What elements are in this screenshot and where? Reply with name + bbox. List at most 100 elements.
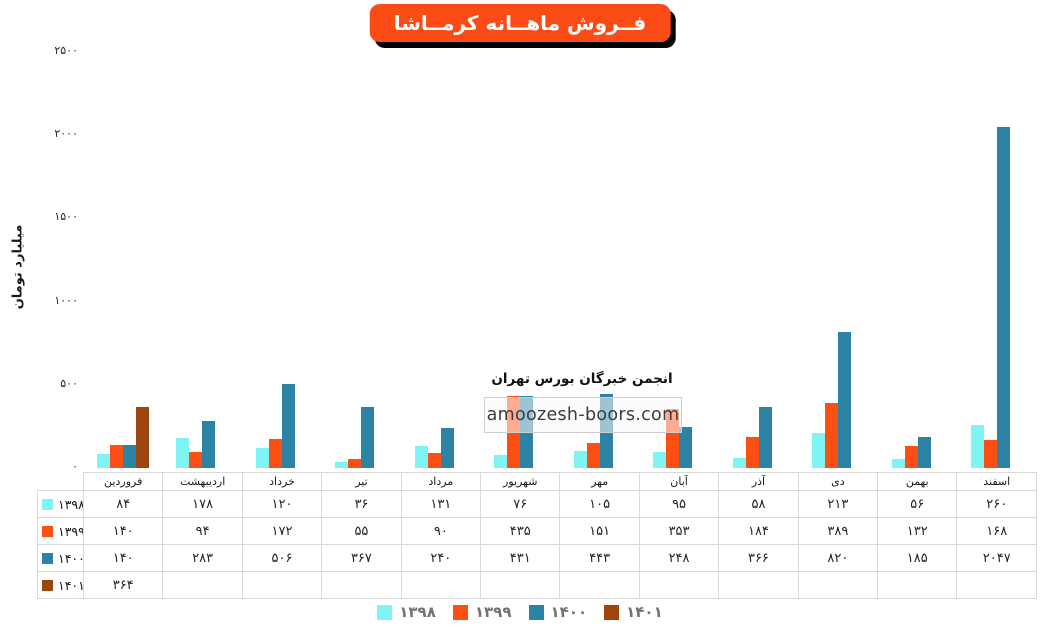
watermark-website-box: amoozesh-boors.com [484, 397, 682, 433]
value-cell-۱۴۰۰-تیر: ۳۶۷ [321, 544, 402, 572]
month-header-اسفند: اسفند [956, 472, 1037, 491]
value-cell-۱۳۹۹-دی: ۳۸۹ [797, 517, 879, 545]
value-cell-۱۳۹۹-تیر: ۵۵ [321, 517, 402, 545]
legend-label: ۱۳۹۸ [399, 603, 436, 621]
value-cell-۱۴۰۱-تیر [321, 571, 402, 599]
chart-title: فــروش ماهــانه کرمــاشا [393, 11, 647, 35]
bar-۱۳۹۸-اسفند [971, 424, 985, 468]
value-cell-۱۴۰۱-خرداد [241, 571, 323, 599]
value-cell-۱۳۹۹-اسفند: ۱۶۸ [956, 517, 1037, 545]
year-label-cell-۱۳۹۸: ۱۳۹۸ [37, 490, 84, 518]
value-cell-۱۳۹۸-خرداد: ۱۲۰ [241, 490, 323, 518]
bar-۱۴۰۰-اردیبهشت [202, 420, 216, 468]
bar-۱۳۹۹-بهمن [904, 446, 918, 468]
value-cell-۱۳۹۸-فروردین: ۸۴ [82, 490, 164, 518]
value-cell-۱۴۰۱-بهمن [877, 571, 958, 599]
bar-۱۴۰۰-مرداد [440, 428, 454, 468]
bar-۱۳۹۸-بهمن [891, 458, 905, 468]
value-cell-۱۴۰۰-فروردین: ۱۴۰ [82, 544, 164, 572]
bar-۱۴۰۰-خرداد [281, 383, 295, 468]
value-cell-۱۴۰۰-اسفند: ۲۰۴۷ [956, 544, 1037, 572]
bar-۱۳۹۹-مرداد [427, 453, 441, 468]
value-cell-۱۳۹۸-دی: ۲۱۳ [797, 490, 879, 518]
value-cell-۱۴۰۱-اردیبهشت [162, 571, 243, 599]
y-tick-label: ۱۰۰۰ [54, 293, 78, 307]
bar-۱۳۹۸-مرداد [414, 446, 428, 468]
value-cell-۱۴۰۰-خرداد: ۵۰۶ [241, 544, 323, 572]
value-cell-۱۴۰۰-مرداد: ۲۴۰ [400, 544, 482, 572]
bar-۱۳۹۸-تیر [335, 462, 349, 468]
value-cell-۱۴۰۱-دی [797, 571, 879, 599]
value-cell-۱۳۹۸-مرداد: ۱۳۱ [400, 490, 482, 518]
value-cell-۱۳۹۸-اسفند: ۲۶۰ [956, 490, 1037, 518]
bar-۱۳۹۹-اردیبهشت [189, 452, 203, 468]
value-cell-۱۴۰۱-مرداد [400, 571, 482, 599]
year-label: ۱۴۰۰ [58, 550, 84, 566]
value-cell-۱۳۹۹-مرداد: ۹۰ [400, 517, 482, 545]
legend-item-۱۳۹۹: ۱۳۹۹ [452, 603, 512, 621]
watermark-association-text: انجمن خبرگان بورس تهران [491, 371, 673, 387]
bar-۱۳۹۹-آذر [745, 437, 759, 468]
bar-۱۳۹۹-دی [825, 403, 839, 468]
value-cell-۱۴۰۱-شهریور [480, 571, 561, 599]
value-cell-۱۳۹۸-مهر: ۱۰۵ [559, 490, 640, 518]
value-cell-۱۴۰۰-مهر: ۴۴۳ [559, 544, 640, 572]
legend-item-۱۴۰۱: ۱۴۰۱ [604, 603, 663, 621]
value-cell-۱۴۰۱-آبان [638, 571, 720, 599]
chart-legend: ۱۳۹۸ ۱۳۹۹ ۱۴۰۰ ۱۴۰۱ [0, 603, 1040, 621]
plot-area [83, 52, 1037, 468]
bar-۱۴۰۰-آبان [679, 426, 693, 468]
month-header-اردیبهشت: اردیبهشت [162, 472, 243, 491]
value-cell-۱۴۰۱-فروردین: ۳۶۴ [82, 571, 164, 599]
value-cell-۱۴۰۱-اسفند [956, 571, 1037, 599]
y-tick-label: ۲۵۰۰ [54, 44, 78, 57]
y-axis-title: میلیارد تومان [10, 224, 26, 310]
bar-۱۳۹۹-تیر [348, 458, 362, 468]
legend-swatch-icon [377, 604, 393, 620]
bar-۱۳۹۹-فروردین [109, 444, 123, 468]
chart-title-badge: فــروش ماهــانه کرمــاشا [369, 4, 671, 42]
value-cell-۱۳۹۸-آذر: ۵۸ [718, 490, 799, 518]
bar-۱۴۰۰-آذر [758, 407, 772, 468]
legend-swatch-icon [604, 604, 620, 620]
y-tick-label: ۵۰۰ [60, 376, 78, 390]
table-row-۱۴۰۱: ۱۴۰۱ ۳۶۴ [37, 571, 1037, 599]
value-cell-۱۴۰۰-آبان: ۲۴۸ [638, 544, 720, 572]
series-swatch-icon [42, 552, 53, 564]
year-label-cell-۱۳۹۹: ۱۳۹۹ [37, 517, 84, 545]
month-header-آبان: آبان [638, 472, 720, 491]
data-table: فروردین اردیبهشت خرداد تیر مرداد شهریور مهر آبا… [37, 472, 1037, 599]
value-cell-۱۳۹۹-خرداد: ۱۷۲ [241, 517, 323, 545]
y-tick-label: ۰ [72, 460, 78, 473]
series-swatch-icon [42, 498, 53, 510]
year-label: ۱۳۹۹ [58, 523, 84, 539]
bar-۱۳۹۹-خرداد [268, 439, 282, 468]
legend-label: ۱۳۹۹ [474, 603, 512, 621]
watermark-url-text: amoozesh-boors.com [486, 405, 680, 425]
value-cell-۱۴۰۰-شهریور: ۴۳۱ [480, 544, 561, 572]
legend-swatch-icon [452, 604, 468, 620]
value-cell-۱۳۹۹-آبان: ۳۵۳ [638, 517, 720, 545]
value-cell-۱۳۹۸-شهریور: ۷۶ [480, 490, 561, 518]
year-label: ۱۳۹۸ [58, 496, 84, 512]
month-header-آذر: آذر [718, 472, 799, 491]
bar-۱۴۰۰-تیر [361, 406, 375, 468]
series-swatch-icon [42, 579, 53, 591]
bar-۱۳۹۹-مهر [586, 442, 600, 468]
month-header-تیر: تیر [321, 472, 402, 491]
value-cell-۱۳۹۸-تیر: ۳۶ [321, 490, 402, 518]
month-header-فروردین: فروردین [82, 472, 164, 491]
value-cell-۱۳۹۹-اردیبهشت: ۹۴ [162, 517, 243, 545]
y-tick-label: ۱۵۰۰ [54, 210, 78, 224]
year-label-cell-۱۴۰۱: ۱۴۰۱ [37, 571, 84, 599]
value-cell-۱۴۰۰-آذر: ۳۶۶ [718, 544, 799, 572]
value-cell-۱۳۹۹-فروردین: ۱۴۰ [82, 517, 164, 545]
bar-۱۳۹۸-شهریور [494, 455, 508, 468]
value-cell-۱۳۹۹-شهریور: ۴۳۵ [480, 517, 561, 545]
bar-۱۳۹۸-مهر [573, 450, 587, 468]
bar-۱۳۹۸-اردیبهشت [176, 438, 190, 468]
legend-label: ۱۴۰۰ [550, 603, 588, 621]
month-header-بهمن: بهمن [877, 472, 958, 491]
month-header-شهریور: شهریور [480, 472, 561, 491]
